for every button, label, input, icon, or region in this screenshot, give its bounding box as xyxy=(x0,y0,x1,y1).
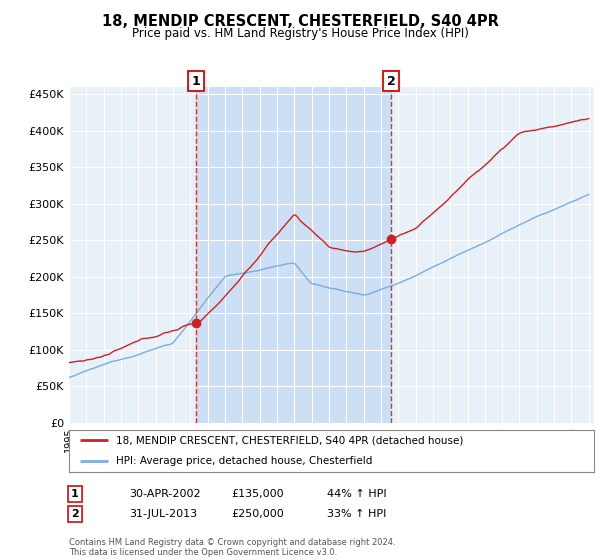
Text: 33% ↑ HPI: 33% ↑ HPI xyxy=(327,509,386,519)
Bar xyxy=(196,87,391,423)
Text: Price paid vs. HM Land Registry's House Price Index (HPI): Price paid vs. HM Land Registry's House … xyxy=(131,27,469,40)
Text: £250,000: £250,000 xyxy=(231,509,284,519)
Text: HPI: Average price, detached house, Chesterfield: HPI: Average price, detached house, Ches… xyxy=(116,456,373,466)
Text: £135,000: £135,000 xyxy=(231,489,284,499)
Text: 44% ↑ HPI: 44% ↑ HPI xyxy=(327,489,386,499)
Text: 18, MENDIP CRESCENT, CHESTERFIELD, S40 4PR: 18, MENDIP CRESCENT, CHESTERFIELD, S40 4… xyxy=(101,14,499,29)
Text: Contains HM Land Registry data © Crown copyright and database right 2024.
This d: Contains HM Land Registry data © Crown c… xyxy=(69,538,395,557)
Text: 30-APR-2002: 30-APR-2002 xyxy=(129,489,200,499)
Text: 1: 1 xyxy=(191,74,200,88)
Text: 18, MENDIP CRESCENT, CHESTERFIELD, S40 4PR (detached house): 18, MENDIP CRESCENT, CHESTERFIELD, S40 4… xyxy=(116,435,464,445)
Text: 2: 2 xyxy=(71,509,79,519)
Text: 31-JUL-2013: 31-JUL-2013 xyxy=(129,509,197,519)
Text: 2: 2 xyxy=(386,74,395,88)
Text: 1: 1 xyxy=(71,489,79,499)
